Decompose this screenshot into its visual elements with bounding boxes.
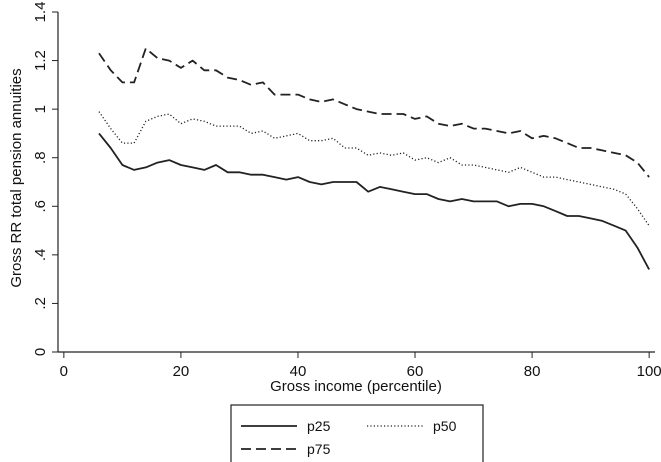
x-tick-label: 60	[407, 363, 424, 380]
axes: 0 .2 .4 .6 .8 1 1.2 1.4 0 20 40 60 80 100	[32, 2, 661, 380]
y-tick-label: .6	[32, 200, 49, 213]
series-line-p50	[98, 111, 650, 227]
y-tick-label: .4	[32, 249, 49, 262]
x-tick-label: 0	[60, 363, 68, 380]
y-tick-label: 1.2	[32, 50, 49, 71]
y-tick-label: .8	[32, 151, 49, 164]
x-tick-label: 80	[524, 363, 541, 380]
legend-label-p50: p50	[433, 418, 457, 434]
x-axis-title: Gross income (percentile)	[270, 378, 442, 395]
legend-label-p25: p25	[307, 418, 331, 434]
series-lines	[98, 47, 650, 270]
legend-box	[230, 404, 484, 462]
x-tick-label: 20	[173, 363, 190, 380]
y-tick-label: 1.4	[32, 2, 49, 23]
legend: p25 p50 p75	[230, 404, 484, 462]
legend-label-p75: p75	[307, 441, 331, 457]
x-tick-label: 100	[637, 363, 661, 380]
series-line-p25	[98, 132, 650, 270]
series-line-p75	[98, 47, 650, 178]
y-tick-label: 1	[32, 105, 49, 113]
y-tick-label: .2	[32, 297, 49, 310]
y-tick-label: 0	[32, 348, 49, 356]
x-tick-label: 40	[290, 363, 307, 380]
y-axis-title: Gross RR total pension annuities	[8, 68, 25, 287]
